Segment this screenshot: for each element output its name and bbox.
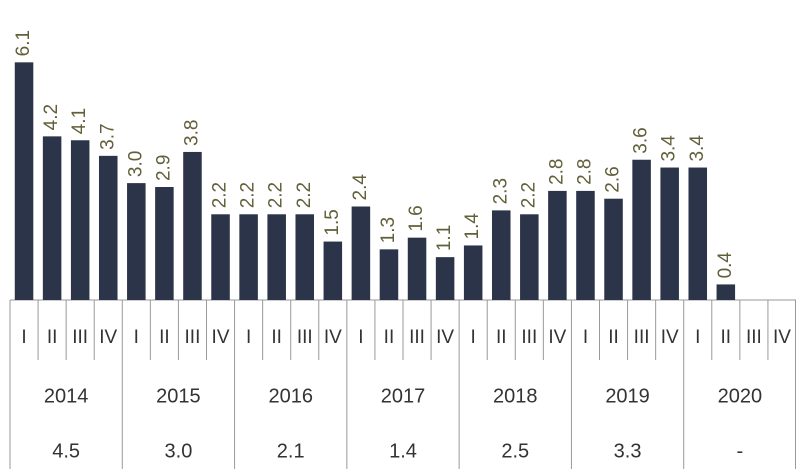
value-label: 2.2: [210, 182, 231, 208]
x-tick-label: III: [746, 327, 762, 348]
x-tick-label: IV: [212, 327, 230, 348]
value-label: 3.4: [687, 135, 708, 162]
x-tick-label: III: [72, 327, 88, 348]
value-label: 1.6: [406, 205, 427, 231]
value-label: 3.8: [181, 120, 202, 146]
bar: [351, 206, 371, 300]
x-tick-label: I: [21, 327, 26, 348]
x-tick-label: III: [634, 327, 650, 348]
value-label: 3.6: [631, 127, 652, 153]
x-tick-label: II: [271, 327, 282, 348]
year-label: 2017: [381, 385, 426, 407]
value-label: 4.1: [69, 108, 90, 134]
value-label: 1.4: [462, 213, 483, 240]
bar: [688, 167, 708, 300]
annual-value: 2.5: [501, 440, 529, 462]
annual-value: 2.1: [277, 440, 305, 462]
value-label: 2.8: [574, 158, 595, 184]
bar: [660, 167, 679, 300]
value-label: 2.8: [546, 158, 567, 184]
value-label: 2.9: [153, 155, 174, 181]
x-tick-label: I: [695, 327, 700, 348]
bar: [239, 214, 258, 300]
x-tick-label: III: [521, 327, 537, 348]
annual-value: -: [737, 440, 744, 462]
bar: [267, 214, 286, 300]
x-tick-label: IV: [436, 327, 454, 348]
bar: [323, 241, 343, 300]
value-label: 2.2: [294, 182, 315, 208]
value-label: 2.3: [490, 178, 511, 204]
year-label: 2014: [44, 385, 89, 407]
bar: [155, 187, 174, 300]
x-tick-label: I: [583, 327, 588, 348]
value-label: 2.4: [350, 174, 371, 201]
bar: [407, 237, 427, 300]
value-label: 6.1: [13, 30, 34, 56]
bar: [576, 190, 595, 300]
annual-value: 3.0: [165, 440, 193, 462]
annual-value: 1.4: [389, 440, 417, 462]
value-label: 1.1: [434, 225, 455, 251]
bar: [632, 159, 651, 300]
x-tick-label: I: [246, 327, 251, 348]
bar: [604, 198, 623, 300]
bar: [716, 284, 736, 300]
value-label: 2.2: [518, 182, 539, 208]
x-tick-label: IV: [773, 327, 791, 348]
x-tick-label: IV: [324, 327, 342, 348]
bar: [463, 245, 483, 300]
year-label: 2018: [493, 385, 538, 407]
bar: [379, 249, 399, 300]
x-tick-label: II: [384, 327, 395, 348]
x-tick-label: II: [159, 327, 170, 348]
bar: [435, 257, 455, 300]
bar: [14, 62, 34, 300]
year-label: 2020: [718, 385, 763, 407]
bar: [520, 214, 539, 300]
bar: [183, 151, 202, 300]
bar: [70, 140, 90, 300]
x-tick-label: I: [134, 327, 139, 348]
bar: [548, 190, 567, 300]
value-label: 2.2: [238, 182, 259, 208]
value-label: 3.4: [659, 135, 680, 162]
year-label: 2016: [268, 385, 313, 407]
x-tick-label: IV: [99, 327, 117, 348]
bar: [98, 155, 118, 300]
value-label: 1.5: [322, 209, 343, 235]
x-tick-label: III: [409, 327, 425, 348]
x-tick-label: II: [47, 327, 58, 348]
x-tick-label: II: [496, 327, 507, 348]
bar: [295, 214, 315, 300]
annual-value: 3.3: [614, 440, 642, 462]
value-label: 2.2: [266, 182, 287, 208]
x-tick-label: III: [297, 327, 313, 348]
bar: [491, 210, 511, 300]
bar: [42, 136, 62, 300]
value-label: 0.4: [715, 252, 736, 279]
x-tick-label: I: [471, 327, 476, 348]
year-label: 2019: [605, 385, 650, 407]
x-tick-label: II: [608, 327, 619, 348]
year-label: 2015: [156, 385, 201, 407]
x-tick-label: I: [358, 327, 363, 348]
value-label: 3.0: [125, 151, 146, 177]
x-tick-label: III: [185, 327, 201, 348]
bar: [211, 214, 230, 300]
bar: [127, 183, 146, 300]
x-tick-label: II: [721, 327, 732, 348]
value-label: 4.2: [41, 104, 62, 130]
value-label: 3.7: [97, 123, 118, 149]
value-label: 1.3: [378, 217, 399, 243]
annual-value: 4.5: [52, 440, 80, 462]
value-label: 2.6: [603, 166, 624, 192]
x-tick-label: IV: [661, 327, 679, 348]
x-tick-label: IV: [548, 327, 566, 348]
